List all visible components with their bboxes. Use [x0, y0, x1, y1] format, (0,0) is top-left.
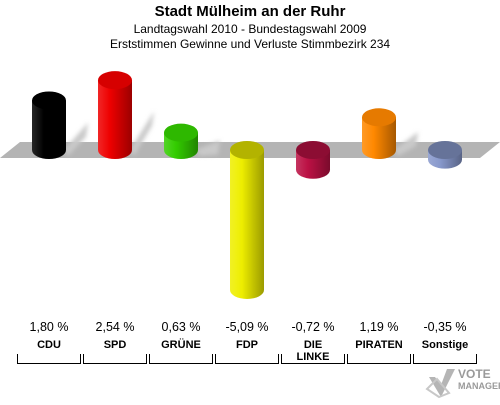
category-label: Sonstige [421, 339, 469, 351]
category-label: CDU [37, 339, 61, 351]
bar-sonstige [428, 141, 462, 169]
value-label: 1,80 % [29, 320, 69, 334]
bar-cdu [32, 91, 66, 159]
value-label: 1,19 % [359, 320, 399, 334]
bar-die-linke [296, 141, 330, 179]
category-label: DIE LINKE [296, 339, 330, 363]
category-label: SPD [103, 339, 127, 351]
category-bracket [281, 354, 345, 364]
logo-text-vote: VOTE [458, 367, 491, 381]
category-bracket [149, 354, 213, 364]
category-label: PIRATEN [355, 339, 403, 351]
bar-piraten [362, 108, 396, 159]
category-label: FDP [236, 339, 258, 351]
category-label: GRÜNE [161, 339, 201, 351]
bar-fdp [230, 141, 264, 299]
logo-text-manager: MANAGER [458, 381, 500, 391]
value-label: -0,35 % [423, 320, 467, 334]
value-label: 0,63 % [161, 320, 201, 334]
category-bracket [215, 354, 279, 364]
category-bracket [17, 354, 81, 364]
chart-title: Stadt Mülheim an der Ruhr [154, 3, 346, 20]
category-bracket [83, 354, 147, 364]
category-bracket [347, 354, 411, 364]
value-label: -5,09 % [225, 320, 269, 334]
bar-shadow [394, 132, 418, 156]
chart-subtitle-election: Landtagswahl 2010 - Bundestagswahl 2009 [133, 22, 367, 36]
category-bracket [413, 354, 477, 364]
value-label: -0,72 % [291, 320, 335, 334]
bar-spd [98, 71, 132, 159]
vote-manager-logo [425, 367, 500, 400]
bar-shadow [196, 140, 220, 156]
bar-shadow [130, 111, 154, 156]
vote-manager-logo-icon [425, 369, 455, 399]
bar-shadow [64, 122, 88, 156]
chart-subtitle-district: Erststimmen Gewinne und Verluste Stimmbe… [109, 37, 391, 51]
value-label: 2,54 % [95, 320, 135, 334]
bar-grüne [164, 123, 198, 159]
